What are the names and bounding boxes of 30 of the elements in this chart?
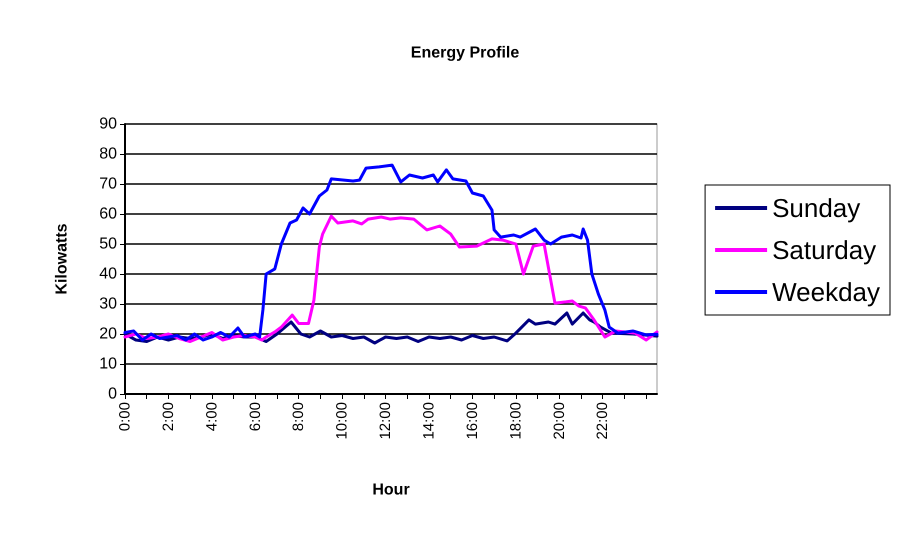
x-tick-label: 20:00 [550,402,568,440]
line-series [124,164,658,342]
y-tick-label: 90 [99,116,118,132]
y-tick-label: 60 [99,206,118,222]
x-axis-title: Hour [372,482,410,498]
x-tick-label: 16:00 [464,402,481,440]
x-tick-label: 4:00 [203,402,220,432]
x-tick-label: 10:00 [334,402,351,440]
x-tick-label: 22:00 [594,402,612,440]
y-tick-label: 0 [108,386,118,402]
x-tick-label: 12:00 [377,402,394,440]
x-tick-label: 6:00 [246,402,264,432]
y-tick-label: 20 [99,326,118,342]
y-tick-label: 40 [99,266,118,282]
legend-label: Sunday [772,193,860,223]
y-tick-label: 80 [99,146,118,162]
legend-label: Weekday [772,277,880,307]
x-tick-label: 18:00 [507,402,524,440]
chart-title: Energy Profile [410,44,520,62]
x-tick-label: 8:00 [290,402,308,432]
y-tick-label: 10 [99,356,118,372]
x-tick-label: 2:00 [160,402,177,432]
x-tick-label: 14:00 [420,402,438,440]
y-axis-title: Kilowatts [54,223,70,295]
x-tick-label: 0:00 [116,402,134,432]
legend-label: Saturday [772,235,876,265]
y-tick-label: 70 [99,176,118,192]
y-tick-label: 30 [99,296,118,312]
y-tick-label: 50 [99,236,118,252]
line-series [124,214,658,343]
